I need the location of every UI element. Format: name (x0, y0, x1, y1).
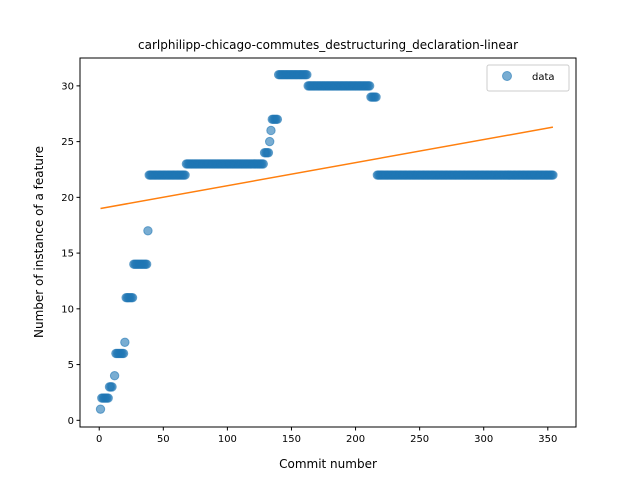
x-tick-label: 100 (218, 434, 237, 445)
y-axis: 0 5 10 15 20 25 30 (61, 81, 80, 427)
x-tick-label: 200 (346, 434, 365, 445)
data-point (264, 136, 275, 147)
x-tick-label: 250 (410, 434, 429, 445)
data-point (266, 125, 276, 136)
data-point (263, 148, 274, 158)
points-layer (95, 70, 558, 414)
data-point (107, 382, 117, 392)
y-tick-label: 10 (61, 304, 74, 315)
y-tick-label: 20 (61, 193, 74, 204)
y-axis-title: Number of instance of a feature (32, 146, 46, 338)
x-axis-title: Commit number (279, 457, 377, 471)
data-point (127, 292, 138, 303)
plot-frame (79, 57, 577, 428)
legend-label-data: data (532, 72, 555, 83)
x-tick-label: 350 (538, 434, 557, 445)
fit-layer (100, 126, 554, 210)
data-point (120, 337, 130, 347)
data-point (364, 81, 375, 91)
chart-title: carlphilipp-chicago-commutes_destructuri… (138, 38, 518, 52)
data-point (95, 404, 106, 414)
legend-marker-data (502, 71, 512, 81)
legend: data (486, 64, 570, 92)
data-point (109, 371, 120, 381)
x-tick-label: 50 (157, 434, 170, 445)
y-tick-label: 5 (68, 360, 74, 371)
data-point (272, 114, 283, 125)
x-tick-label: 0 (96, 434, 102, 445)
data-point (180, 170, 190, 180)
data-point (371, 92, 381, 102)
data-point (258, 159, 268, 169)
x-axis: 0 50 100 150 200 250 300 350 (96, 427, 557, 445)
y-tick-label: 30 (61, 81, 74, 92)
plot-background (80, 58, 576, 427)
x-tick-label: 150 (282, 434, 301, 445)
legend-box (486, 64, 570, 92)
y-tick-label: 25 (61, 137, 74, 148)
data-point (141, 259, 152, 269)
data-point (143, 226, 153, 236)
data-point (103, 393, 113, 403)
data-point (548, 170, 558, 180)
data-point (302, 70, 312, 80)
fit-line (100, 126, 554, 210)
y-tick-label: 15 (61, 249, 74, 260)
data-point (118, 348, 129, 359)
x-tick-label: 300 (474, 434, 493, 445)
y-tick-label: 0 (68, 416, 74, 427)
